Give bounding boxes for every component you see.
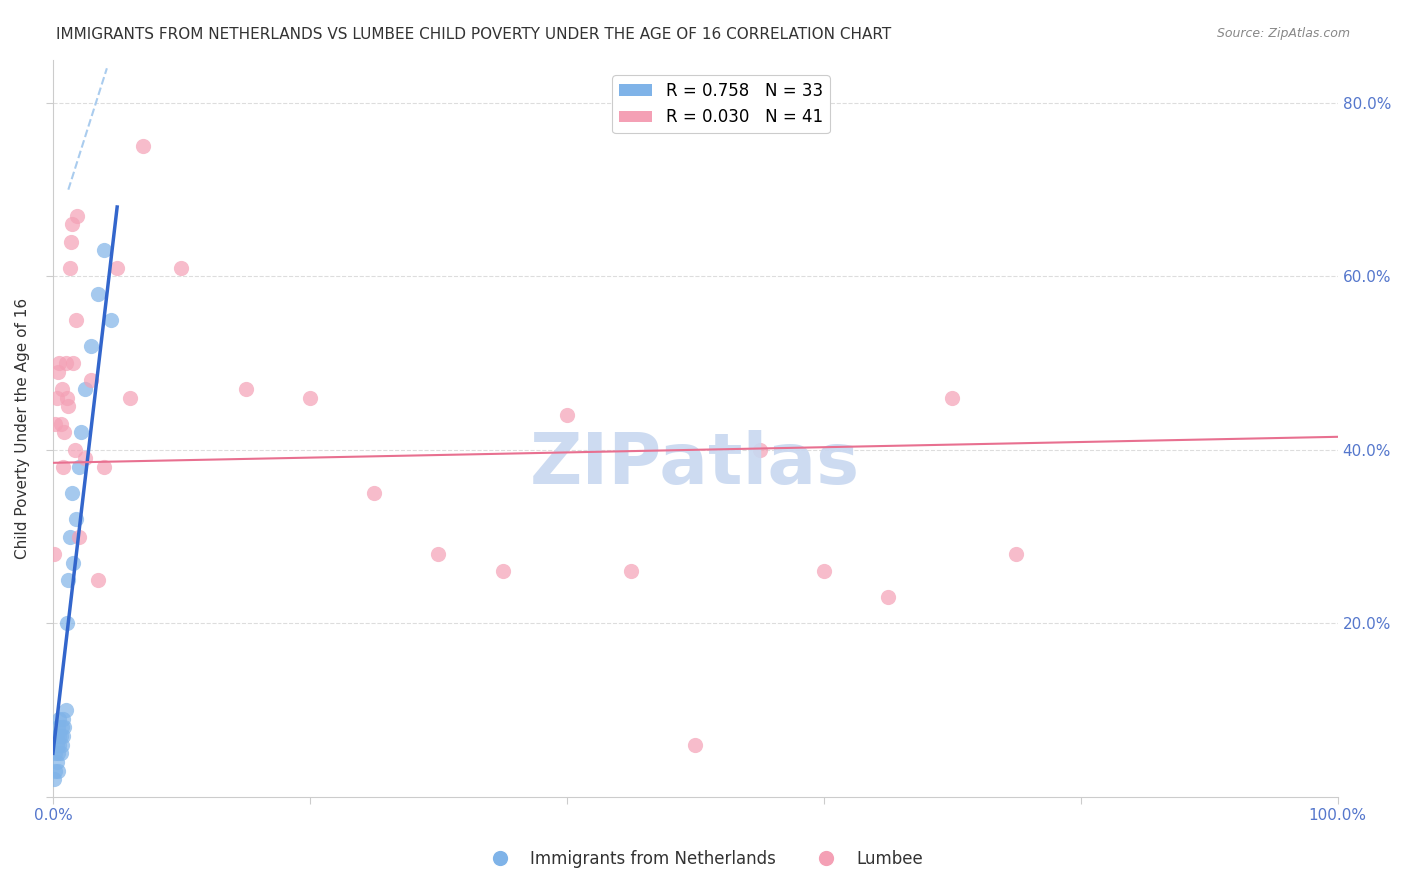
Point [46, 720, 69, 734]
Point [67, 460, 90, 475]
Point [170, 260, 193, 275]
Point [93, 244, 115, 258]
Point [941, 391, 963, 405]
Point [49, 417, 72, 431]
Point [51, 382, 73, 396]
Y-axis label: Child Poverty Under the Age of 16: Child Poverty Under the Age of 16 [15, 298, 30, 558]
Point [49, 747, 72, 761]
Point [44, 417, 66, 431]
Point [60, 486, 83, 500]
Point [70, 425, 93, 440]
Legend: R = 0.758   N = 33, R = 0.030   N = 41: R = 0.758 N = 33, R = 0.030 N = 41 [613, 75, 830, 133]
Point [87, 286, 110, 301]
Text: ZIPatlas: ZIPatlas [530, 431, 860, 500]
Point [51, 720, 73, 734]
Point [44, 764, 66, 778]
Point [93, 460, 115, 475]
Point [298, 391, 321, 405]
Point [66, 209, 89, 223]
Text: IMMIGRANTS FROM NETHERLANDS VS LUMBEE CHILD POVERTY UNDER THE AGE OF 16 CORRELAT: IMMIGRANTS FROM NETHERLANDS VS LUMBEE CH… [56, 27, 891, 42]
Point [46, 764, 69, 778]
Point [45, 755, 67, 769]
Point [65, 312, 87, 326]
Point [877, 591, 900, 605]
Point [56, 616, 79, 631]
Point [44, 747, 66, 761]
Point [49, 729, 72, 743]
Point [58, 573, 80, 587]
Point [63, 442, 86, 457]
Point [52, 729, 75, 743]
Point [555, 408, 578, 422]
Point [53, 425, 76, 440]
Point [55, 703, 77, 717]
Point [59, 529, 82, 543]
Point [80, 374, 103, 388]
Point [55, 356, 77, 370]
Point [48, 356, 70, 370]
Point [363, 486, 385, 500]
Text: Source: ZipAtlas.com: Source: ZipAtlas.com [1216, 27, 1350, 40]
Point [73, 382, 96, 396]
Point [132, 139, 155, 153]
Point [46, 747, 69, 761]
Point [52, 460, 75, 475]
Point [44, 772, 66, 787]
Point [45, 391, 67, 405]
Point [48, 729, 70, 743]
Point [427, 547, 450, 561]
Point [46, 365, 69, 379]
Point [685, 738, 707, 752]
Point [73, 451, 96, 466]
Point [53, 720, 76, 734]
Point [59, 235, 82, 249]
Point [60, 218, 83, 232]
Point [80, 339, 103, 353]
Point [51, 738, 73, 752]
Point [52, 712, 75, 726]
Point [118, 391, 141, 405]
Point [100, 312, 122, 326]
Point [45, 738, 67, 752]
Point [1005, 547, 1028, 561]
Point [65, 512, 87, 526]
Point [813, 564, 835, 578]
Point [620, 564, 643, 578]
Point [235, 382, 257, 396]
Point [491, 564, 513, 578]
Point [87, 573, 110, 587]
Point [56, 391, 79, 405]
Point [62, 356, 84, 370]
Point [59, 260, 82, 275]
Point [67, 529, 90, 543]
Point [45, 729, 67, 743]
Point [62, 556, 84, 570]
Point [44, 547, 66, 561]
Point [748, 442, 770, 457]
Point [58, 400, 80, 414]
Legend: Immigrants from Netherlands, Lumbee: Immigrants from Netherlands, Lumbee [477, 844, 929, 875]
Point [48, 738, 70, 752]
Point [105, 260, 128, 275]
Point [48, 712, 70, 726]
